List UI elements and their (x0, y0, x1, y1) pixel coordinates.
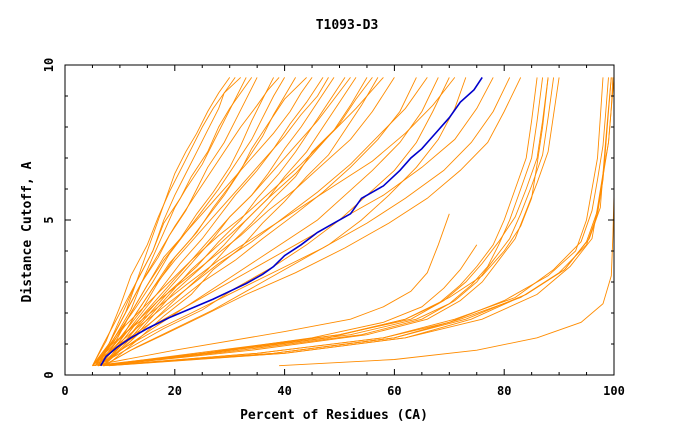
x-tick-label: 40 (277, 384, 291, 398)
series-line-37 (97, 77, 549, 367)
series-line-16 (97, 77, 439, 367)
series-line-20 (94, 77, 494, 367)
series-line-30 (103, 77, 373, 367)
series-line-46 (103, 77, 615, 367)
x-tick-label: 0 (61, 384, 68, 398)
series-line-29 (103, 77, 351, 366)
series-line-4 (94, 77, 275, 366)
series-group (92, 77, 615, 367)
x-tick-label: 60 (387, 384, 401, 398)
highlight-line (100, 76, 483, 367)
series-line-14 (92, 77, 395, 367)
series-line-38 (103, 77, 555, 367)
series-line-25 (94, 77, 253, 366)
series-line-6 (97, 77, 296, 366)
x-tick-label: 80 (497, 384, 511, 398)
y-tick-label: 10 (42, 58, 56, 72)
series-line-24 (92, 77, 242, 366)
series-line-43 (103, 77, 612, 367)
series-line-39 (103, 77, 560, 367)
series-line-17 (97, 77, 450, 367)
series-line-23 (92, 77, 236, 366)
y-tick-label: 5 (42, 216, 56, 223)
y-tick-label: 0 (42, 371, 56, 378)
series-line-5 (97, 77, 285, 366)
series-line-40 (97, 77, 549, 367)
x-axis-label: Percent of Residues (CA) (240, 408, 428, 423)
series-line-2 (92, 77, 247, 366)
series-line-28 (100, 77, 329, 366)
y-axis-ticks: 0 5 10 (42, 58, 614, 379)
x-axis-ticks: 0 20 40 60 80 100 (61, 65, 625, 398)
series-line-7 (97, 77, 307, 366)
y-axis-label: Distance Cutoff, A (20, 161, 35, 302)
series-line-15 (94, 77, 417, 367)
series-line-13 (105, 77, 379, 367)
series-line-8 (100, 77, 324, 366)
series-line-26 (97, 77, 280, 366)
series-line-32 (92, 77, 428, 367)
series-line-21 (97, 77, 511, 367)
plot-area (92, 76, 615, 367)
chart-title: T1093-D3 (316, 18, 379, 33)
series-line-31 (92, 77, 384, 366)
series-line-33 (92, 213, 450, 367)
series-line-36 (97, 77, 544, 367)
x-tick-label: 20 (168, 384, 182, 398)
series-line-3 (94, 77, 258, 366)
series-line-22 (103, 77, 522, 367)
x-tick-label: 100 (603, 384, 625, 398)
highlight-series (100, 76, 483, 367)
series-line-27 (97, 77, 313, 366)
series-line-19 (92, 77, 456, 366)
series-line-42 (103, 77, 609, 367)
series-line-34 (92, 244, 478, 367)
